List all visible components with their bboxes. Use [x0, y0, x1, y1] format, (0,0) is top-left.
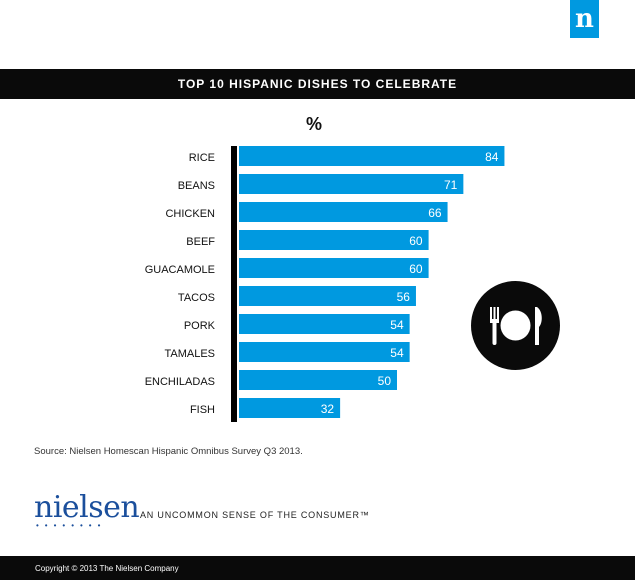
bar-value-label: 71: [444, 178, 458, 192]
bar-value-label: 50: [378, 374, 392, 388]
bar-value-label: 60: [409, 234, 423, 248]
bar-value-label: 32: [321, 402, 335, 416]
brand-logo-text: nielsen: [34, 490, 140, 525]
brand-dots: ••••••••: [36, 521, 107, 530]
category-label: CHICKEN: [165, 208, 215, 220]
bar-fish: [239, 398, 341, 418]
bar-pork: [239, 314, 410, 334]
category-label: FISH: [190, 404, 215, 416]
tagline: AN UNCOMMON SENSE OF THE CONSUMER™: [140, 510, 370, 520]
category-label: TACOS: [178, 292, 215, 304]
bar-rice: [239, 146, 505, 166]
category-label: ENCHILADAS: [145, 376, 215, 388]
bar-enchiladas: [239, 370, 397, 390]
bar-tamales: [239, 342, 410, 362]
category-label: BEANS: [178, 180, 215, 192]
category-label: BEEF: [186, 236, 215, 248]
bar-value-label: 66: [428, 206, 442, 220]
bar-value-label: 54: [390, 318, 404, 332]
unit-label: %: [306, 114, 323, 134]
category-label: PORK: [184, 320, 216, 332]
y-axis-line: [231, 146, 237, 422]
bar-value-label: 60: [409, 262, 423, 276]
bar-value-label: 54: [390, 346, 404, 360]
bar-beef: [239, 230, 429, 250]
nielsen-logo-icon: n: [570, 0, 599, 38]
bar-guacamole: [239, 258, 429, 278]
bar-value-label: 84: [485, 150, 499, 164]
bar-chart: RICE 84 BEANS 71 CHICKEN 66 BEEF 60 GUACAMOLE 60 T…: [145, 146, 505, 422]
bar-beans: [239, 174, 464, 194]
category-label: TAMALES: [164, 348, 215, 360]
category-label: RICE: [189, 152, 215, 164]
plate-fork-knife-icon: [471, 281, 560, 370]
bar-value-label: 56: [397, 290, 411, 304]
copyright-footer: Copyright © 2013 The Nielsen Company: [0, 556, 635, 580]
chart-title: TOP 10 HISPANIC DISHES TO CELEBRATE: [0, 69, 635, 99]
source-note: Source: Nielsen Homescan Hispanic Omnibu…: [34, 446, 303, 457]
bar-chicken: [239, 202, 448, 222]
category-label: GUACAMOLE: [145, 264, 215, 276]
bar-tacos: [239, 286, 416, 306]
